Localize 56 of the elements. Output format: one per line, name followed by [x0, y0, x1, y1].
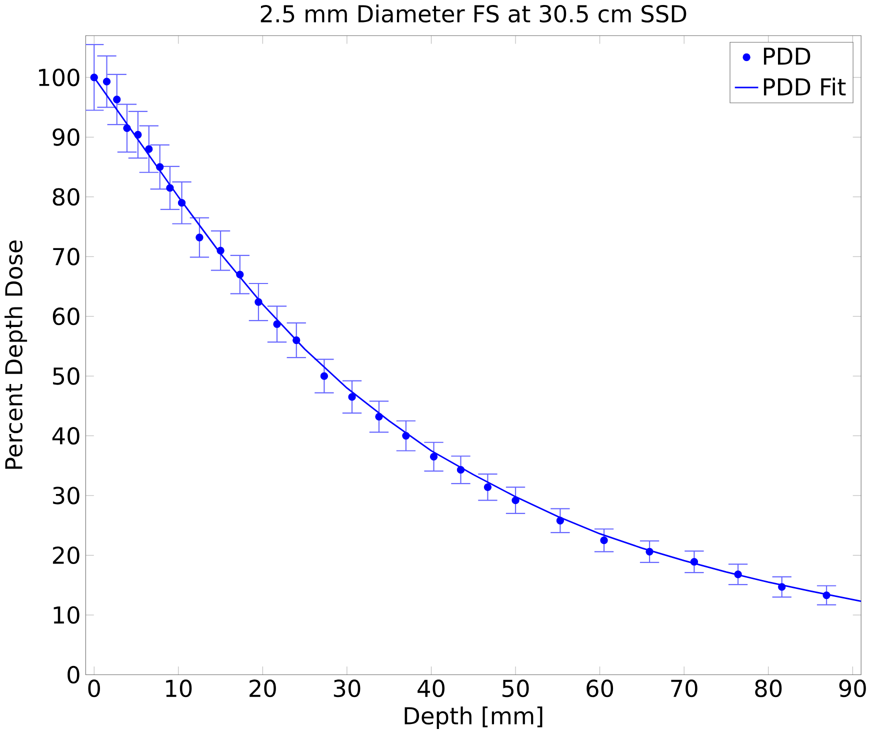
legend-label: PDD Fit [764, 78, 846, 96]
point [123, 124, 131, 132]
point [145, 145, 153, 154]
point [456, 466, 465, 474]
point [196, 234, 204, 242]
point [512, 496, 520, 504]
point [734, 570, 742, 578]
y-tick-label: 20 [52, 546, 80, 564]
x-tick-label: 70 [671, 680, 698, 698]
y-tick-label: 100 [39, 68, 80, 86]
point [113, 96, 121, 104]
point [320, 372, 328, 380]
y-tick-label: 60 [52, 308, 80, 326]
point [273, 320, 281, 328]
y-tick-label: 90 [52, 128, 80, 146]
y-tick-label: 40 [52, 427, 80, 445]
point [646, 548, 654, 556]
point [166, 184, 174, 192]
point [690, 558, 698, 566]
y-tick-label: 70 [53, 248, 80, 266]
point [156, 163, 164, 172]
x-axis-title: Depth [mm] [404, 706, 542, 730]
point [778, 583, 786, 591]
point [178, 199, 186, 207]
y-tick-label: 50 [53, 367, 80, 386]
y-tick-label: 30 [53, 486, 80, 505]
point [254, 298, 262, 306]
point [348, 393, 356, 401]
point [822, 592, 830, 600]
point [484, 484, 492, 492]
x-tick-label: 60 [586, 680, 614, 698]
x-tick-label: 10 [166, 680, 192, 698]
point [430, 453, 438, 461]
x-tick-label: 30 [334, 680, 360, 698]
y-tick-label: 10 [54, 606, 80, 624]
x-tick-label: 90 [839, 680, 866, 698]
y-tick-label: 80 [52, 188, 80, 206]
point [134, 131, 142, 139]
y-axis-title: Percent Depth Dose [4, 240, 28, 469]
chart-title: 2.5 mm Diameter FS at 30.5 cm SSD [260, 4, 686, 23]
point [102, 78, 111, 86]
x-tick-label: 40 [418, 680, 444, 698]
legend-label: PDD [764, 48, 810, 65]
x-tick-label: 80 [755, 680, 782, 698]
point [375, 413, 383, 421]
x-tick-label: 0 [88, 680, 100, 698]
point [90, 74, 98, 82]
x-tick-label: 20 [250, 680, 276, 698]
point [600, 536, 608, 544]
point [292, 336, 300, 344]
point [556, 516, 564, 525]
x-tick-label: 50 [502, 680, 529, 698]
y-tick-label: 0 [68, 666, 80, 684]
point [216, 246, 224, 255]
point [236, 270, 244, 279]
point [402, 432, 410, 440]
